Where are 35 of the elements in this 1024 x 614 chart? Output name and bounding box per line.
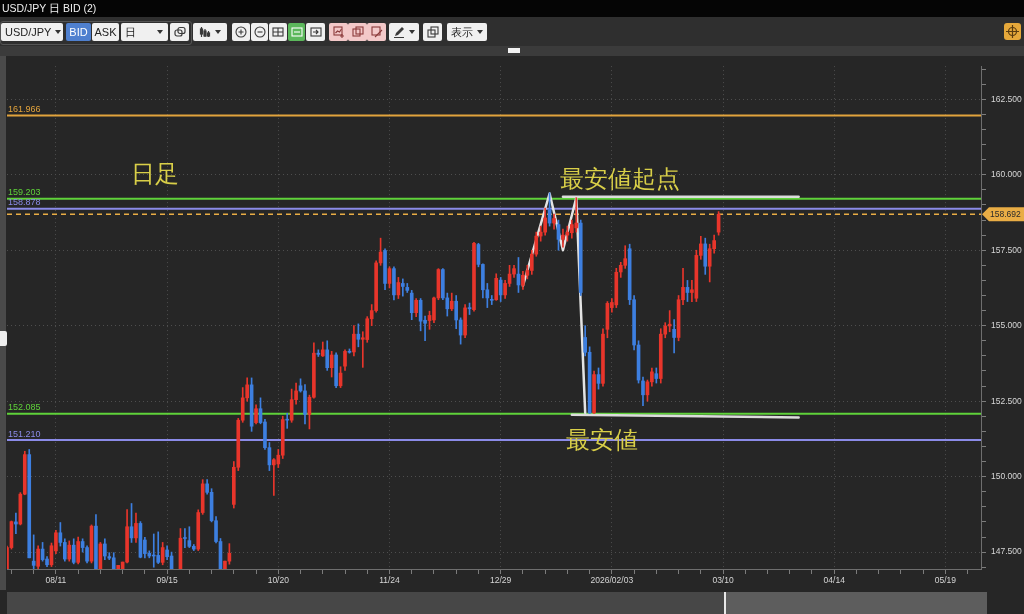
ref-line-label: 161.966 — [8, 103, 41, 114]
toggle-button: ASK — [92, 23, 119, 41]
ref-line-label: 158.692 — [990, 209, 1021, 220]
x-tick-label: 12/29 — [490, 575, 512, 586]
candlestick — [31, 534, 36, 569]
ref-line-label: 152.085 — [8, 402, 41, 413]
x-tick-label: 2026/02/03 — [590, 575, 634, 586]
ref-line-label: 151.210 — [8, 428, 41, 439]
x-tick-label: 08/11 — [45, 575, 67, 586]
candlestick — [285, 412, 290, 429]
dropdown: 日 — [121, 23, 168, 41]
x-tick-label: 04/14 — [823, 575, 846, 586]
ref-line-label: 158.878 — [8, 197, 41, 208]
candlestick — [183, 528, 187, 548]
y-tick-label: 157.500 — [991, 244, 1022, 255]
dropdown: 表示 — [447, 23, 487, 41]
candlestick — [561, 228, 565, 248]
x-tick-label: 11/24 — [379, 575, 401, 586]
y-tick-label: 147.500 — [991, 546, 1022, 557]
dropdown: USD/JPY — [1, 23, 63, 41]
candlestick — [489, 295, 494, 305]
x-tick-label: 03/10 — [712, 575, 734, 586]
annotation: 最安値起点 — [560, 165, 680, 194]
y-tick-label: 150.000 — [991, 470, 1022, 481]
chart-title: USD/JPY 日 BID (2) — [2, 2, 97, 15]
ref-line-label: 159.203 — [8, 187, 41, 198]
x-tick-label: 05/19 — [934, 575, 957, 586]
text: 日足 — [131, 160, 179, 189]
x-tick-label: 09/15 — [156, 575, 179, 586]
y-tick-label: 155.000 — [991, 320, 1022, 331]
y-tick-label: 162.500 — [991, 93, 1022, 104]
toggle-button: BID — [66, 23, 91, 41]
x-tick-label: 10/20 — [267, 575, 290, 586]
y-tick-label: 160.000 — [991, 169, 1022, 180]
y-tick-label: 152.500 — [991, 395, 1022, 406]
